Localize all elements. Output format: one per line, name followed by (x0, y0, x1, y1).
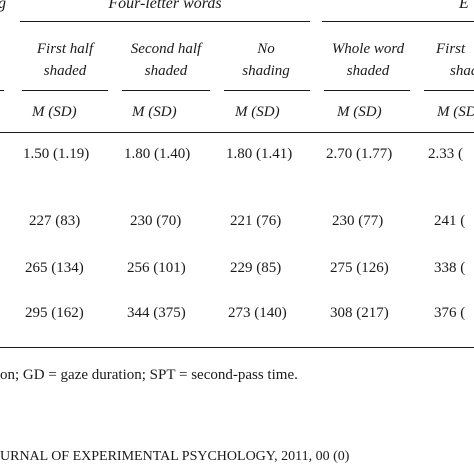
table-bottom-rule (0, 347, 474, 348)
stat-label: M (SD) (132, 104, 177, 120)
col-header-whole-word-shaded: Whole word shaded (318, 38, 418, 82)
col-header-line: shading (242, 63, 290, 79)
table-cell: 227 (83) (29, 213, 81, 229)
table-cell: 1.80 (1.41) (226, 146, 293, 162)
table-cell: 221 (76) (230, 213, 282, 229)
col-header-first-shaded-partial: First shad (436, 38, 474, 82)
col-header-line: Whole word (331, 41, 405, 57)
col-header-line: shaded (144, 63, 188, 79)
col-header-line: shaded (346, 63, 390, 79)
stat-label: M (SD) (337, 104, 382, 120)
table-cell: 256 (101) (127, 260, 186, 276)
col-rule-2 (122, 90, 210, 91)
table-cell: 344 (375) (127, 305, 186, 321)
table-cell: 230 (77) (332, 213, 384, 229)
col-header-line: Second half (130, 41, 202, 57)
col-rule-1 (22, 90, 108, 91)
col-header-line: shad (450, 63, 474, 79)
col-header-line: shaded (43, 63, 87, 79)
table-cell: 230 (70) (130, 213, 182, 229)
col-header-line: First (436, 41, 466, 57)
col-rule-3 (224, 90, 310, 91)
table-cell: 2.33 ( (428, 146, 463, 162)
table-cell: 275 (126) (330, 260, 389, 276)
col-header-first-half-shaded: First half shaded (17, 38, 113, 82)
table-cell: 265 (134) (25, 260, 84, 276)
table-cell: 241 ( (434, 213, 466, 229)
col-header-line: First half (36, 41, 94, 57)
group-header-four-letter-words-label: Four-letter words (108, 0, 222, 12)
table-cell: 338 ( (434, 260, 466, 276)
table-cell: 1.50 (1.19) (23, 146, 90, 162)
group-header-right-fragment: E (459, 0, 469, 12)
table-cell: 273 (140) (228, 305, 287, 321)
stat-rule (0, 132, 474, 133)
table-cell: 229 (85) (230, 260, 282, 276)
col-rule-5 (424, 90, 474, 91)
group-rule-right (322, 21, 474, 22)
col-rule-4 (324, 90, 410, 91)
stat-label: M (SD) (437, 104, 474, 120)
col-header-line: No (257, 41, 275, 57)
group-header-left-fragment: g (0, 0, 6, 13)
col-rule-0 (0, 90, 4, 91)
journal-footer: URNAL OF EXPERIMENTAL PSYCHOLOGY, 2011, … (0, 449, 350, 464)
table-note: on; GD = gaze duration; SPT = second-pas… (0, 367, 298, 383)
col-header-no-shading: No shading (218, 38, 314, 82)
table-cell: 295 (162) (25, 305, 84, 321)
col-header-second-half-shaded: Second half shaded (116, 38, 216, 82)
group-rule-four-letter (20, 21, 310, 22)
table-cell: 2.70 (1.77) (326, 146, 393, 162)
stat-label: M (SD) (235, 104, 280, 120)
table-cell: 308 (217) (330, 305, 389, 321)
table-cell: 1.80 (1.40) (124, 146, 191, 162)
table-cell: 376 ( (434, 305, 466, 321)
stat-label: M (SD) (32, 104, 77, 120)
